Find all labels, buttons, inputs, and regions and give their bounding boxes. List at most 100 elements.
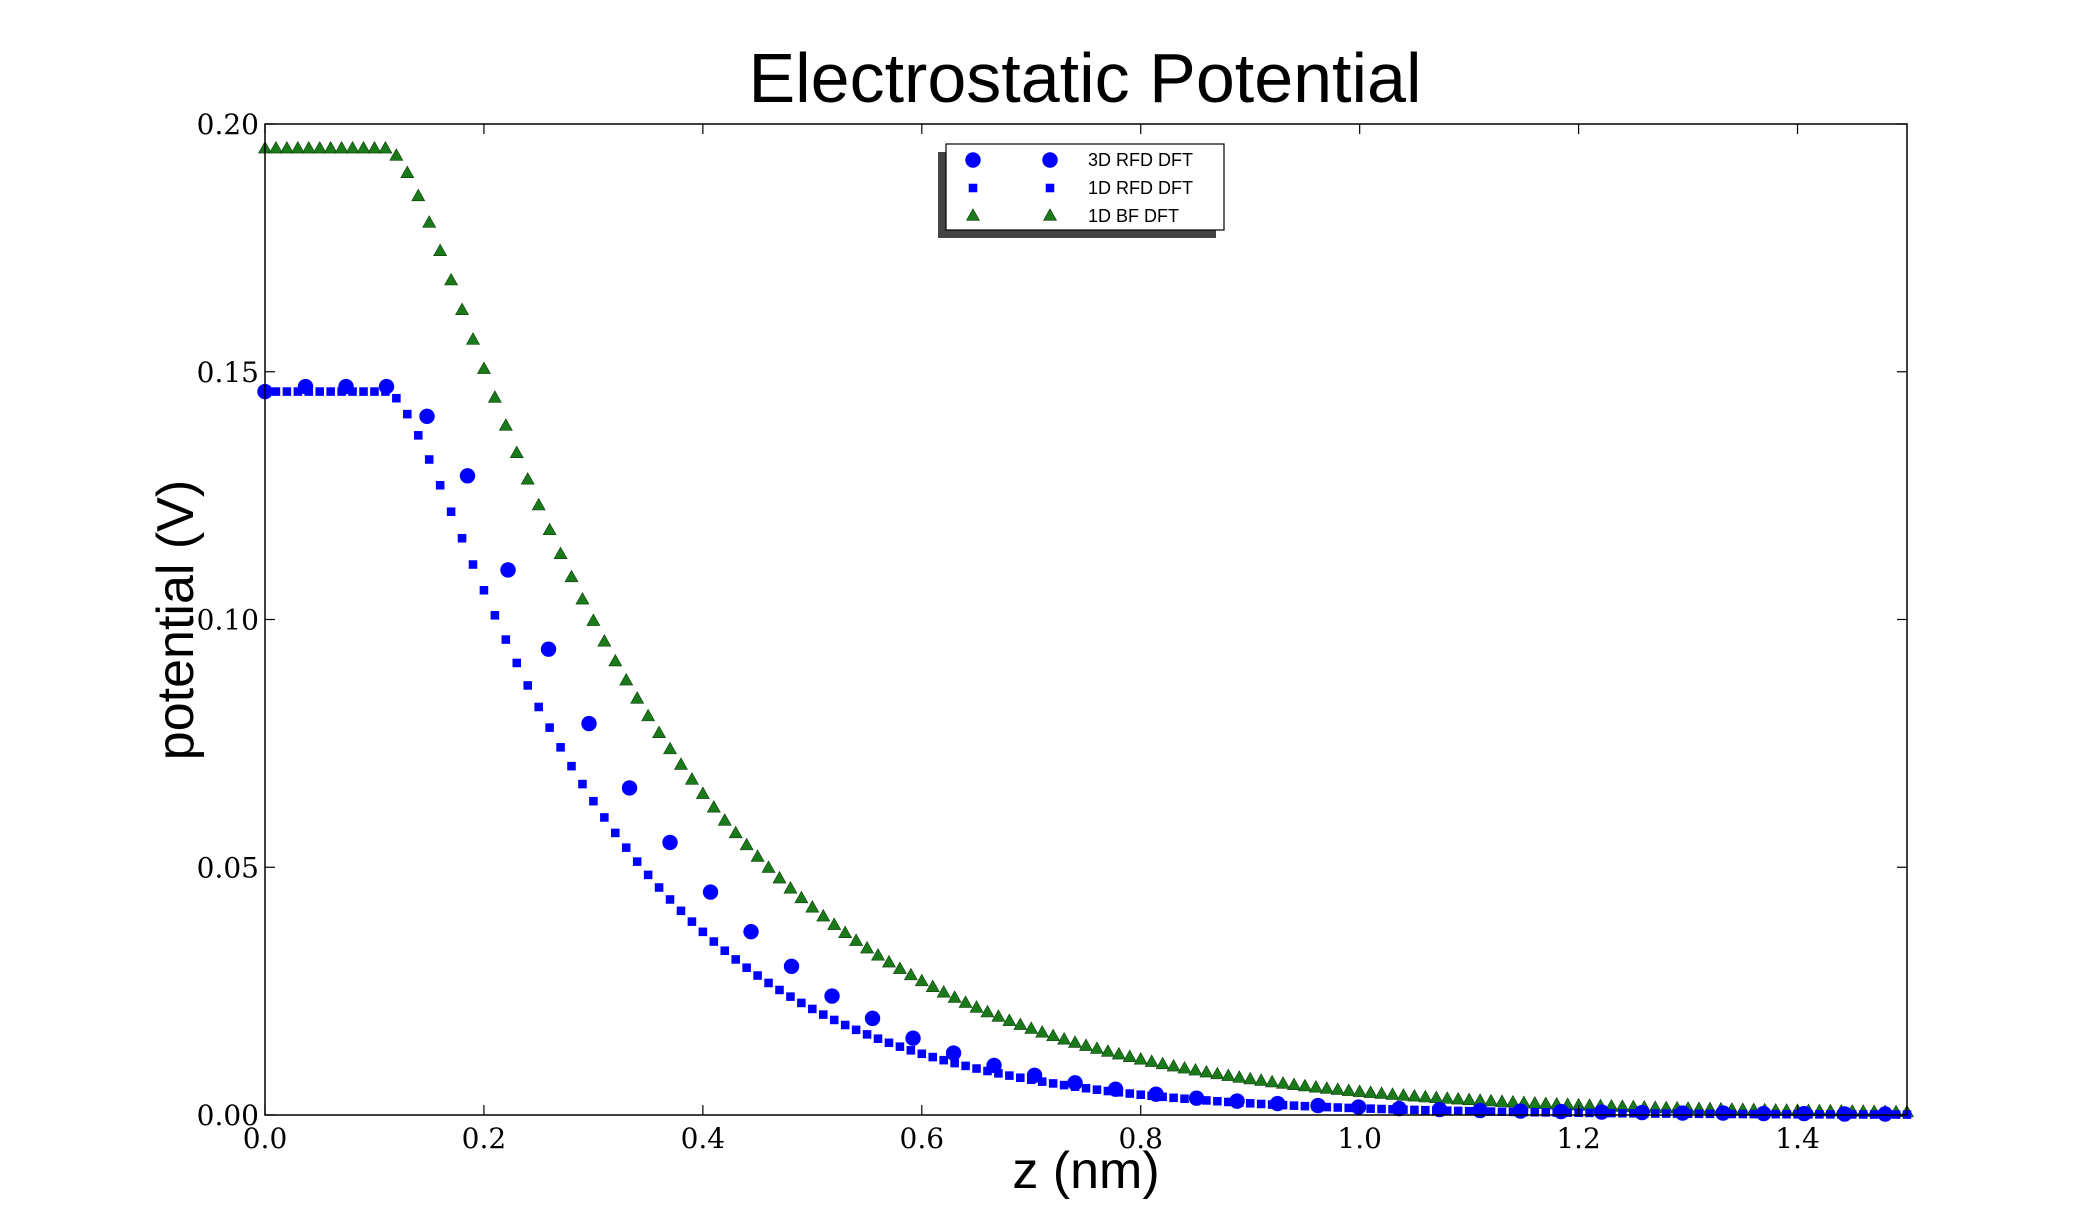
data-point-triangle [290, 140, 305, 154]
data-point-square [1213, 1096, 1222, 1106]
data-point-triangle [958, 995, 973, 1008]
data-point-triangle [871, 948, 886, 961]
data-point-triangle [783, 881, 798, 894]
data-point-square [1410, 1105, 1419, 1115]
x-tick-label: 0.6 [900, 1122, 945, 1155]
data-point-square [1169, 1093, 1178, 1103]
data-point-square [819, 1010, 828, 1019]
data-point-circle [1026, 1067, 1043, 1084]
data-point-triangle [1330, 1082, 1345, 1095]
data-point-triangle [1494, 1094, 1509, 1107]
x-tick-label: 0.8 [1118, 1122, 1163, 1155]
data-point-square [731, 955, 740, 964]
data-point-square [392, 393, 401, 403]
data-point-circle [1148, 1086, 1164, 1102]
data-point-triangle [1538, 1096, 1553, 1109]
data-point-triangle [1177, 1060, 1192, 1074]
data-point-square [1705, 1109, 1715, 1119]
data-point-square [1771, 1109, 1780, 1119]
data-point-square [840, 1020, 850, 1030]
data-point-triangle [465, 332, 480, 345]
data-point-square [676, 906, 686, 916]
data-point-square [446, 507, 456, 516]
data-point-square [808, 1004, 817, 1014]
data-point-triangle [1243, 1071, 1258, 1085]
data-point-square [643, 870, 653, 880]
data-point-circle [1391, 1100, 1407, 1117]
data-point-triangle [1451, 1091, 1466, 1105]
data-point-triangle [389, 148, 404, 161]
y-tick-label: 0.15 [197, 356, 259, 389]
data-point-square [1136, 1090, 1146, 1099]
data-point-triangle [312, 140, 327, 154]
legend-box [945, 143, 1225, 231]
data-point-circle [1836, 1106, 1853, 1122]
data-point-circle [540, 641, 557, 657]
data-point-square [1738, 1109, 1748, 1119]
data-point-triangle [1188, 1062, 1203, 1076]
data-point-triangle [400, 165, 415, 178]
data-point-triangle [1319, 1081, 1334, 1094]
data-point-triangle [641, 708, 656, 722]
data-point-square [282, 387, 292, 396]
data-point-triangle [881, 954, 896, 968]
data-point-triangle [1002, 1013, 1017, 1026]
data-point-triangle [1308, 1080, 1323, 1093]
data-point-square [348, 387, 357, 396]
data-point-square [359, 387, 368, 396]
data-point-triangle [805, 900, 820, 913]
data-point-square [797, 998, 806, 1008]
data-point-circle [1674, 1105, 1691, 1121]
data-point-circle [986, 1057, 1002, 1074]
data-point-square [1508, 1107, 1518, 1117]
y-axis-label: potential (V) [147, 480, 205, 760]
data-point-circle [1310, 1097, 1326, 1114]
legend-marker-circle [1042, 152, 1058, 168]
data-point-circle [338, 378, 354, 395]
data-point-triangle [1100, 1044, 1115, 1057]
data-point-square [403, 409, 412, 419]
data-point-square [851, 1025, 861, 1035]
data-point-triangle [345, 140, 360, 154]
data-point-triangle [969, 1000, 984, 1013]
legend-marker-triangle [1043, 208, 1057, 221]
data-point-square [523, 681, 532, 690]
data-point-square [271, 387, 281, 396]
data-point-circle [1107, 1081, 1124, 1097]
data-point-triangle [728, 825, 743, 839]
x-tick-label: 0.2 [462, 1122, 507, 1155]
data-point-circle [702, 884, 719, 900]
data-point-square [1661, 1109, 1671, 1118]
data-point-triangle [1079, 1038, 1093, 1051]
data-point-circle [1634, 1104, 1650, 1121]
data-point-triangle [1297, 1078, 1312, 1092]
data-point-square [994, 1069, 1003, 1078]
data-point-square [928, 1052, 938, 1062]
data-point-square [961, 1061, 970, 1071]
data-point-square [665, 895, 675, 904]
data-point-square [906, 1046, 916, 1055]
data-point-square [1224, 1097, 1233, 1107]
data-point-triangle [860, 940, 875, 954]
data-point-square [1377, 1104, 1386, 1114]
data-point-triangle [1166, 1058, 1181, 1072]
data-point-triangle [1232, 1070, 1247, 1083]
data-point-square [1005, 1071, 1014, 1080]
plot-area [257, 140, 1914, 1122]
data-point-circle [1877, 1106, 1893, 1122]
data-point-triangle [1024, 1021, 1039, 1034]
data-point-square [950, 1058, 959, 1068]
data-point-square [1180, 1094, 1189, 1104]
data-point-square [698, 927, 708, 937]
data-point-square [687, 917, 697, 926]
data-point-square [501, 635, 511, 644]
data-point-circle [621, 780, 638, 796]
data-point-triangle [816, 908, 831, 922]
data-point-triangle [422, 215, 437, 228]
data-point-triangle [1582, 1098, 1597, 1111]
data-point-circle [297, 378, 314, 395]
data-point-square [1289, 1101, 1299, 1110]
data-point-square [326, 387, 335, 396]
data-point-square [1618, 1108, 1627, 1118]
data-point-triangle [1155, 1056, 1170, 1070]
